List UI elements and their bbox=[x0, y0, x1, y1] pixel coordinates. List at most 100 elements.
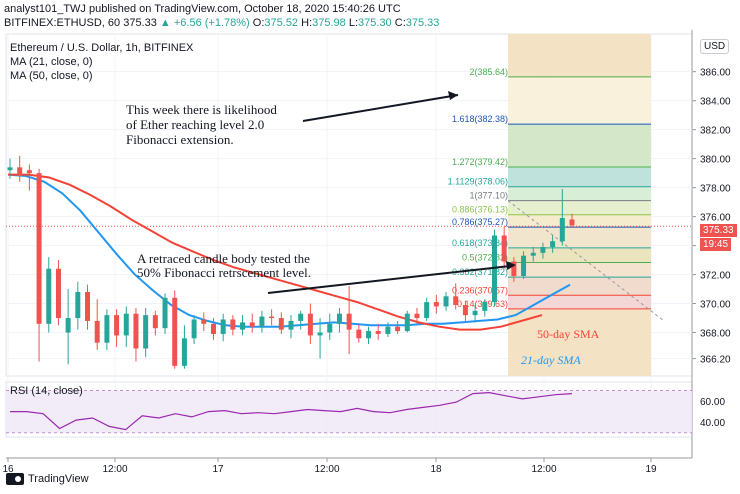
candle-body bbox=[230, 319, 236, 330]
annotation-middle-arrow bbox=[267, 265, 511, 294]
candle-body bbox=[201, 319, 207, 324]
candle-body bbox=[521, 255, 527, 277]
candle-body bbox=[249, 322, 255, 327]
x-tick-label: 12:00 bbox=[314, 464, 339, 475]
fib-band bbox=[508, 247, 651, 263]
candle-body bbox=[317, 332, 323, 336]
fib-level-label: 0.786(375.27) bbox=[452, 217, 508, 227]
x-tick-label: 16 bbox=[2, 464, 14, 475]
y-tick-label: 386.00 bbox=[700, 68, 731, 79]
tradingview-footer[interactable]: TradingView bbox=[6, 473, 89, 485]
candle-body bbox=[375, 331, 381, 334]
candle-body bbox=[172, 297, 178, 366]
symbol-quote-line: BITFINEX:ETHUSD, 60 375.33 ▲ +6.56 (+1.7… bbox=[4, 17, 439, 29]
candle-body bbox=[65, 318, 71, 333]
fib-level-label: 1.1129(378.06) bbox=[448, 177, 508, 187]
candle-body bbox=[414, 313, 420, 319]
candle-body bbox=[424, 302, 430, 319]
fib-level-label: 0.236(370.57) bbox=[452, 285, 508, 295]
annotation-top-line: Fibonacci extension. bbox=[126, 132, 234, 147]
fib-extension-band bbox=[508, 34, 651, 77]
fib-level-label: 0.618(373.84) bbox=[452, 238, 508, 248]
candle-body bbox=[462, 304, 468, 316]
candle-body bbox=[143, 315, 149, 349]
y-tick-label: 366.20 bbox=[700, 355, 731, 366]
sma21-label: 21-day SMA bbox=[521, 353, 581, 367]
annotation-top-line: This week there is likelihood bbox=[126, 102, 277, 117]
sma50-label: 50-day SMA bbox=[537, 327, 600, 341]
rsi-line bbox=[10, 391, 573, 431]
fib-lower-band bbox=[508, 308, 651, 376]
fib-band bbox=[508, 200, 651, 215]
candle-body bbox=[346, 313, 352, 330]
candle-body bbox=[569, 219, 575, 226]
candle-body bbox=[404, 313, 410, 332]
fib-level-label: 1.272(379.42) bbox=[452, 157, 508, 167]
candle-body bbox=[298, 313, 304, 321]
annotation-top-arrowhead bbox=[448, 91, 458, 100]
candle-body bbox=[55, 268, 61, 319]
candle-body bbox=[336, 313, 342, 324]
fib-level-label: 0.382(371.82) bbox=[452, 267, 508, 277]
candle-body bbox=[453, 296, 459, 305]
x-tick-label: 17 bbox=[212, 464, 224, 475]
candle-body bbox=[395, 326, 401, 332]
fib-level-label: 1.618(382.38) bbox=[452, 114, 508, 124]
annotation-middle-line: 50% Fibonacci retrscement level. bbox=[137, 265, 311, 280]
candle-body bbox=[278, 318, 284, 330]
y-tick-label: 380.00 bbox=[700, 155, 731, 166]
candle-body bbox=[540, 247, 546, 253]
candle-body bbox=[259, 316, 265, 327]
fib-trend-line bbox=[507, 200, 665, 322]
rsi-tick-label: 60.00 bbox=[700, 397, 725, 408]
candle-body bbox=[327, 323, 333, 333]
candle-body bbox=[240, 322, 246, 330]
ma50-legend[interactable]: MA (50, close, 0) bbox=[10, 70, 93, 82]
candle-body bbox=[307, 313, 313, 336]
candle-body bbox=[46, 268, 52, 324]
low-label: L: bbox=[348, 17, 359, 29]
x-tick-label: 19 bbox=[645, 464, 657, 475]
ma21-legend[interactable]: MA (21, close, 0) bbox=[10, 56, 93, 68]
fib-band bbox=[508, 227, 651, 248]
candle-body bbox=[530, 252, 536, 256]
x-tick-label: 12:00 bbox=[531, 464, 556, 475]
chart-title[interactable]: Ethereum / U.S. Dollar, 1h, BITFINEX bbox=[10, 42, 194, 54]
fib-band bbox=[508, 214, 651, 228]
candle-body bbox=[75, 291, 81, 319]
x-tick-label: 12:00 bbox=[102, 464, 127, 475]
candle-body bbox=[152, 315, 158, 329]
candle-body bbox=[366, 331, 372, 339]
annotation-top-arrow bbox=[302, 94, 459, 122]
annotation-top-line: of Ether reaching level 2.0 bbox=[126, 117, 264, 132]
fib-band bbox=[508, 277, 651, 296]
rsi-band bbox=[6, 390, 692, 433]
fib-band bbox=[508, 167, 651, 187]
open-label: O: bbox=[252, 17, 265, 29]
rsi-legend[interactable]: RSI (14, close) bbox=[10, 385, 83, 397]
candle-body bbox=[482, 302, 488, 311]
candle-body bbox=[17, 167, 23, 177]
y-tick-label: 368.00 bbox=[700, 329, 731, 340]
annotation-middle-line: A retraced candle body tested the bbox=[137, 251, 310, 266]
high-value: 375.98 bbox=[312, 17, 346, 29]
last-price-tag: 375.33 bbox=[700, 224, 737, 237]
symbol: BITFINEX:ETHUSD, 60 bbox=[4, 17, 121, 29]
y-tick-label: 370.00 bbox=[700, 300, 731, 311]
currency-button[interactable]: USD bbox=[700, 39, 730, 54]
x-tick-label: 18 bbox=[430, 464, 442, 475]
candle-body bbox=[385, 326, 391, 334]
annotation-middle-arrowhead bbox=[506, 261, 516, 270]
candle-body bbox=[443, 296, 449, 307]
candle-body bbox=[356, 329, 362, 339]
ma50-line bbox=[8, 173, 543, 331]
fib-band bbox=[508, 262, 651, 278]
price-change: +6.56 (+1.78%) bbox=[173, 17, 250, 29]
fib-band bbox=[508, 186, 651, 201]
rsi-tick-label: 40.00 bbox=[700, 418, 725, 429]
candle-body bbox=[85, 291, 91, 321]
change-arrow-icon: ▲ bbox=[159, 17, 171, 29]
candle-body bbox=[114, 315, 120, 336]
y-tick-label: 378.00 bbox=[700, 184, 731, 195]
